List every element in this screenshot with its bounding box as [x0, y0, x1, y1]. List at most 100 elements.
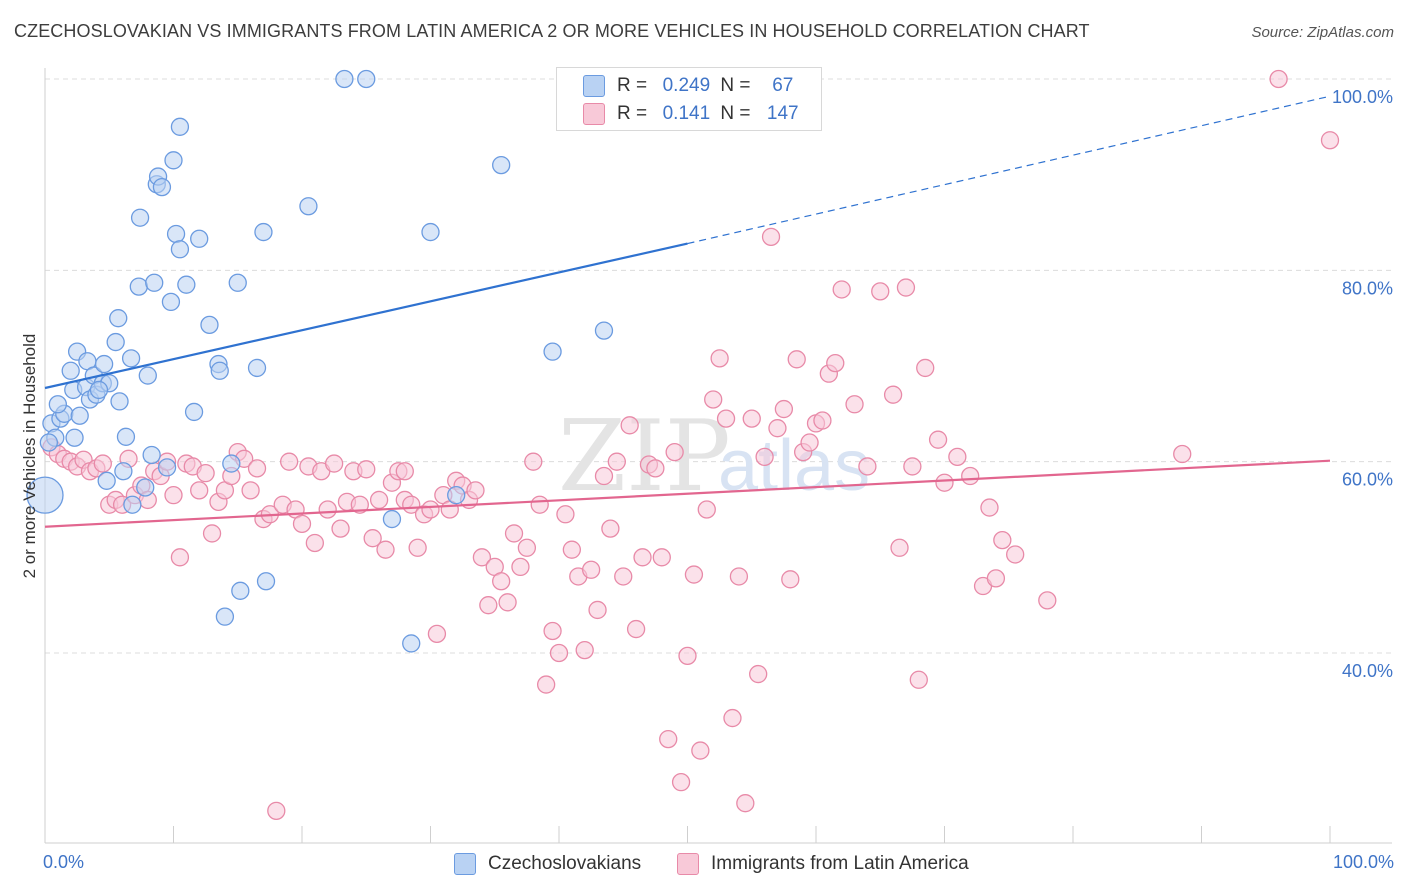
- czechoslovakian-point: [402, 634, 421, 653]
- immigrant-point: [928, 430, 948, 449]
- immigrant-point: [813, 411, 832, 430]
- n-label: N =: [720, 75, 751, 96]
- immigrant-point: [652, 548, 671, 567]
- pink-swatch: [583, 103, 605, 125]
- blue-swatch: [454, 853, 476, 875]
- immigrant-point: [549, 643, 569, 663]
- czechoslovakian-point: [70, 406, 89, 425]
- axes: [44, 68, 1392, 844]
- bottom-legend-czechoslovakians[interactable]: Czechoslovakians: [454, 851, 641, 877]
- czechoslovakian-point: [61, 361, 80, 380]
- immigrant-point: [697, 500, 716, 519]
- r-label: R =: [617, 75, 648, 96]
- czechoslovakian-point: [142, 445, 161, 465]
- czechoslovakian-point: [161, 292, 181, 312]
- immigrant-point: [890, 538, 909, 557]
- immigrant-point: [279, 452, 299, 471]
- immigrant-point: [993, 530, 1012, 550]
- immigrant-point: [684, 565, 704, 584]
- immigrant-point: [556, 505, 575, 524]
- r-value: 0.249: [662, 75, 711, 96]
- czechoslovakian-point: [152, 177, 172, 197]
- czechoslovakian-point: [190, 229, 209, 248]
- immigrant-point: [524, 452, 543, 471]
- blue-swatch: [583, 75, 605, 97]
- czechoslovakian-point: [129, 277, 148, 296]
- immigrant-point: [324, 454, 344, 473]
- chart-title: CZECHOSLOVAKIAN VS IMMIGRANTS FROM LATIN…: [14, 21, 1090, 41]
- immigrant-point: [594, 466, 614, 486]
- immigrant-point: [883, 385, 903, 404]
- czechoslovakian-point: [97, 471, 116, 490]
- immigrant-point: [466, 481, 485, 500]
- immigrant-point: [1038, 591, 1057, 610]
- czechoslovakian-trend-extension: [687, 95, 1331, 245]
- y-tick-label: 100.0%: [1332, 87, 1393, 107]
- immigrant-point: [427, 624, 447, 644]
- czechoslovakian-point: [26, 476, 64, 514]
- czechoslovakian-point: [89, 380, 109, 400]
- immigrant-point: [948, 447, 967, 467]
- czechoslovakian-point: [256, 572, 276, 591]
- immigrant-point: [369, 490, 389, 510]
- immigrant-point: [318, 500, 337, 519]
- czechoslovakian-point: [123, 495, 142, 514]
- source-label: Source: ZipAtlas.com: [1251, 24, 1394, 41]
- immigrant-point: [800, 433, 819, 452]
- immigrant-point: [761, 227, 781, 247]
- stats-legend: R = 0.249 N = 67 R = 0.141 N = 147: [556, 67, 822, 131]
- czechoslovakian-point: [110, 392, 129, 411]
- immigrant-point: [395, 462, 414, 481]
- immigrant-point: [787, 350, 806, 369]
- r-label: R =: [617, 103, 648, 124]
- immigrant-point: [691, 741, 710, 760]
- immigrant-point: [774, 399, 794, 419]
- immigrant-point: [736, 794, 755, 813]
- immigrant-point: [980, 498, 999, 517]
- immigrant-point: [704, 390, 723, 409]
- czechoslovakian-point: [594, 321, 614, 340]
- immigrant-point: [202, 524, 222, 543]
- czechoslovakian-point: [215, 607, 235, 626]
- immigrant-point: [716, 409, 736, 428]
- immigrant-trend-line: [44, 459, 1331, 528]
- immigrant-point: [896, 278, 916, 297]
- czechoslovakian-point: [382, 509, 402, 529]
- immigrant-point: [376, 540, 395, 559]
- immigrant-point: [504, 524, 524, 543]
- immigrant-point: [916, 358, 935, 378]
- immigrant-point: [1173, 444, 1192, 464]
- immigrant-point: [832, 280, 851, 299]
- czechoslovakian-point: [254, 222, 273, 242]
- immigrant-point: [196, 463, 215, 483]
- immigrant-point: [729, 567, 749, 586]
- immigrant-point: [241, 481, 260, 500]
- immigrant-point: [581, 560, 601, 579]
- bottom-legend-immigrants[interactable]: Immigrants from Latin America: [677, 851, 969, 877]
- legend-label: Immigrants from Latin America: [711, 853, 969, 874]
- immigrant-point: [421, 500, 440, 519]
- x-tick-min: 0.0%: [43, 852, 85, 872]
- czechoslovakian-point: [145, 273, 164, 292]
- immigrant-point: [1320, 131, 1340, 150]
- immigrant-point: [363, 529, 382, 548]
- immigrant-point: [781, 570, 800, 589]
- immigrant-point: [742, 409, 761, 428]
- czechoslovakian-point: [543, 342, 562, 361]
- czechoslovakian-point: [48, 395, 67, 414]
- czechoslovakian-point: [210, 361, 229, 380]
- czechoslovakian-point: [299, 197, 318, 216]
- immigrant-point: [292, 514, 312, 533]
- czechoslovakian-point: [136, 478, 155, 497]
- y-tick-label: 40.0%: [1342, 661, 1393, 681]
- immigrant-point: [768, 419, 787, 438]
- czechoslovakian-point: [177, 275, 196, 294]
- immigrant-point: [479, 596, 498, 615]
- czechoslovakian-point: [184, 402, 204, 422]
- czechoslovakian-point: [421, 222, 440, 242]
- immigrant-point: [517, 538, 537, 557]
- immigrant-point: [986, 569, 1006, 588]
- legend-row-immigrants: R = 0.141 N = 147: [583, 102, 810, 126]
- czechoslovakian-point: [65, 428, 84, 447]
